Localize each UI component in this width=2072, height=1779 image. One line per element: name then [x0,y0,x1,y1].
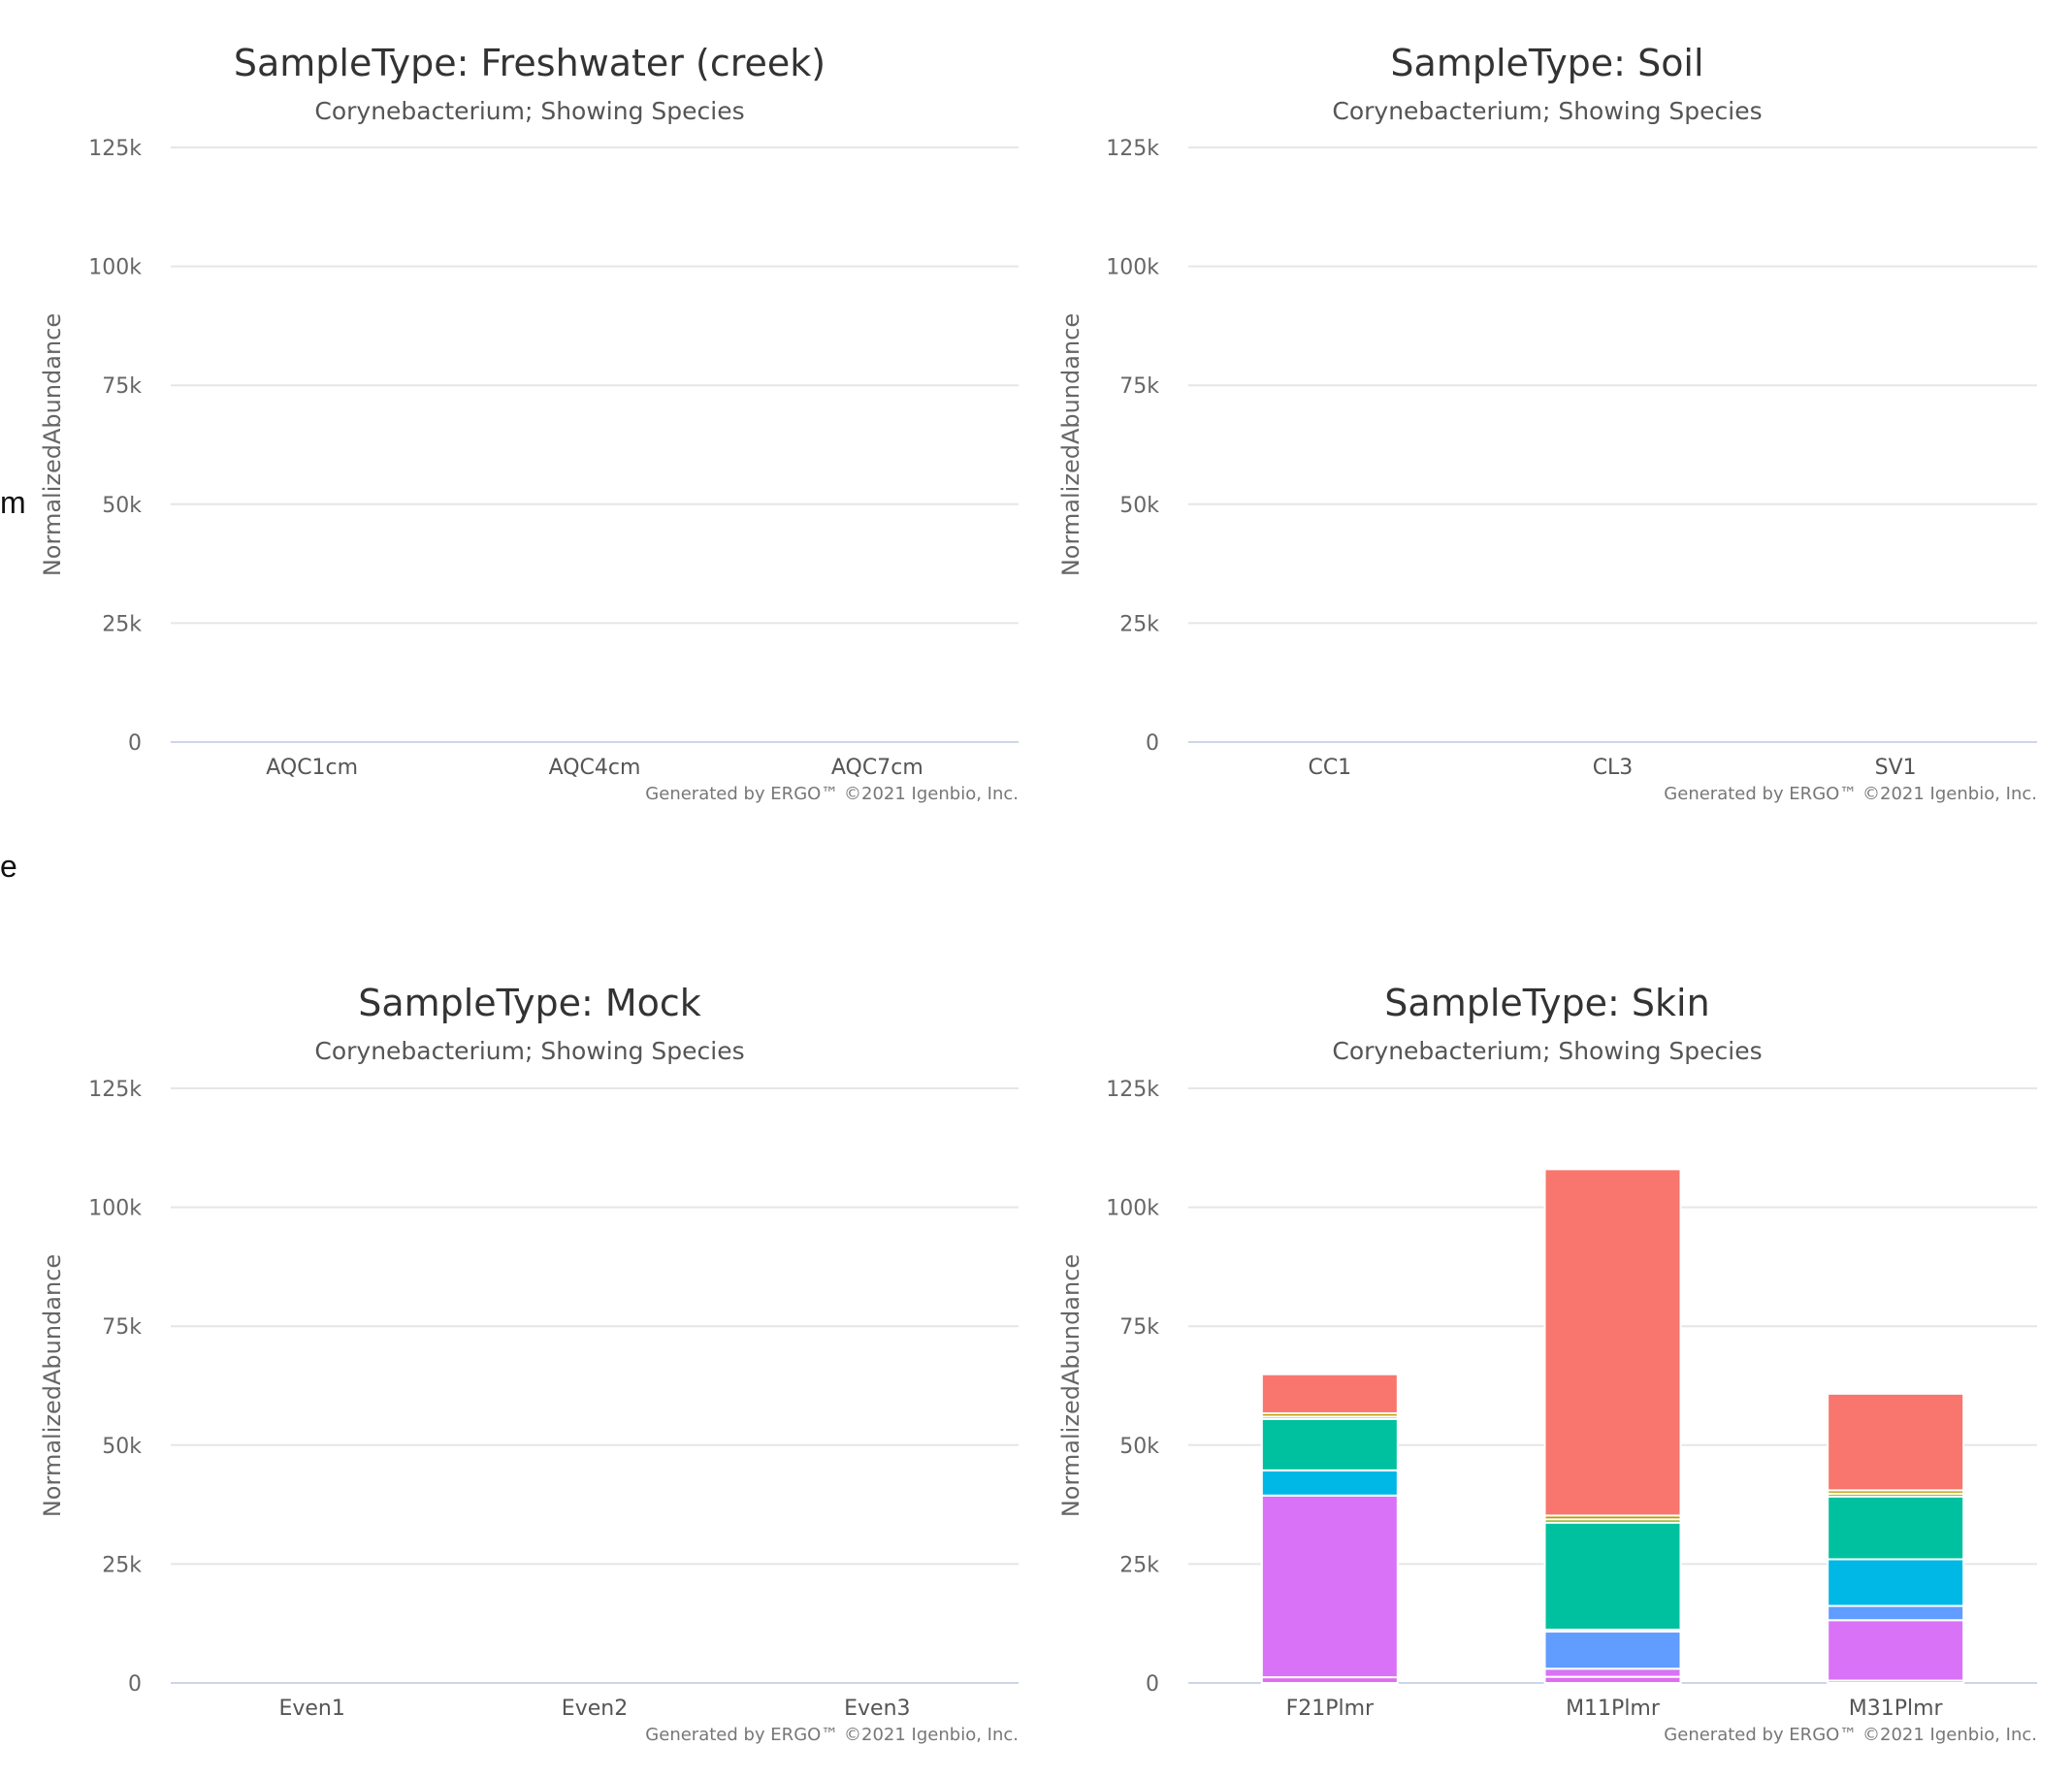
y-tick-label: 100k [88,256,142,280]
y-tick-label: 100k [88,1197,142,1221]
bar-segment [1260,1417,1399,1472]
bar-segment [1827,1495,1965,1561]
chart-subtitle: Corynebacterium; Showing Species [1332,1037,1762,1065]
x-tick-label: M11Plmr [1566,1697,1661,1721]
x-tick-label: CL3 [1593,756,1634,780]
chart-panel-2: SampleType: Soil Corynebacterium; Showing… [1057,42,2037,804]
y-tick-label: 0 [1146,731,1159,756]
chart-title: SampleType: Mock [358,982,701,1024]
bar-segment [1543,1168,1682,1517]
bar-segment [1260,1494,1399,1679]
y-tick-label: 75k [102,1315,142,1340]
y-tick-label: 0 [128,1672,142,1697]
x-tick-label: AQC7cm [831,756,923,780]
chart-credit: Generated by ERGO™ ©2021 Igenbio, Inc. [645,784,1019,804]
x-tick-label: F21Plmr [1286,1697,1375,1721]
x-tick-label: CC1 [1308,756,1351,780]
y-tick-label: 125k [1106,137,1159,161]
chart-subtitle: Corynebacterium; Showing Species [1332,97,1762,125]
y-tick-label: 125k [88,137,142,161]
y-tick-label: 75k [102,374,142,399]
bar-segment [1827,1619,1965,1682]
x-tick-label: Even3 [844,1697,910,1721]
bar-segment [1827,1604,1965,1622]
y-axis-label: NormalizedAbundance [1057,313,1085,576]
chart-credit: Generated by ERGO™ ©2021 Igenbio, Inc. [1664,1725,2037,1745]
y-tick-label: 125k [1106,1078,1159,1102]
y-tick-label: 25k [102,1553,142,1577]
y-axis-label: NormalizedAbundance [39,313,66,576]
y-tick-label: 75k [1119,374,1159,399]
y-tick-label: 100k [1106,1197,1159,1221]
y-tick-label: 100k [1106,256,1159,280]
x-tick-label: M31Plmr [1849,1697,1944,1721]
chart-title: SampleType: Soil [1390,42,1703,84]
chart-panel-4: SampleType: Skin Corynebacterium; Showing… [1057,982,2037,1745]
y-axis-label: NormalizedAbundance [39,1254,66,1517]
chart-title: SampleType: Skin [1384,982,1709,1024]
chart-title: SampleType: Freshwater (creek) [234,42,826,84]
y-tick-label: 25k [1119,612,1159,636]
bar-segment [1827,1558,1965,1607]
edge-fragment-1: m [0,485,26,520]
chart-credit: Generated by ERGO™ ©2021 Igenbio, Inc. [1664,784,2037,804]
y-tick-label: 0 [1146,1672,1159,1697]
x-tick-label: SV1 [1875,756,1917,780]
x-tick-label: Even2 [562,1697,628,1721]
y-tick-label: 25k [1119,1553,1159,1577]
y-axis-label: NormalizedAbundance [1057,1254,1085,1517]
bar-segment [1543,1667,1682,1678]
chart-subtitle: Corynebacterium; Showing Species [314,1037,744,1065]
y-tick-label: 50k [1119,1435,1159,1459]
y-tick-label: 75k [1119,1315,1159,1340]
chart-subtitle: Corynebacterium; Showing Species [314,97,744,125]
chart-credit: Generated by ERGO™ ©2021 Igenbio, Inc. [645,1725,1019,1745]
chart-panel-3: SampleType: Mock Corynebacterium; Showing… [39,982,1019,1745]
bar-segment [1260,1373,1399,1414]
y-tick-label: 50k [102,1435,142,1459]
y-tick-label: 125k [88,1078,142,1102]
edge-fragment-2: e [0,849,17,884]
bar-segment [1543,1521,1682,1632]
bar-segment [1827,1392,1965,1492]
x-tick-label: AQC1cm [266,756,358,780]
x-tick-label: Even1 [278,1697,344,1721]
y-tick-label: 0 [128,731,142,756]
y-tick-label: 25k [102,612,142,636]
x-tick-label: AQC4cm [549,756,641,780]
chart-panel-1: SampleType: Freshwater (creek) Corynebact… [39,42,1019,804]
bar-segment [1543,1631,1682,1670]
y-tick-label: 50k [102,494,142,518]
y-tick-label: 50k [1119,494,1159,518]
bar-segment [1260,1469,1399,1497]
